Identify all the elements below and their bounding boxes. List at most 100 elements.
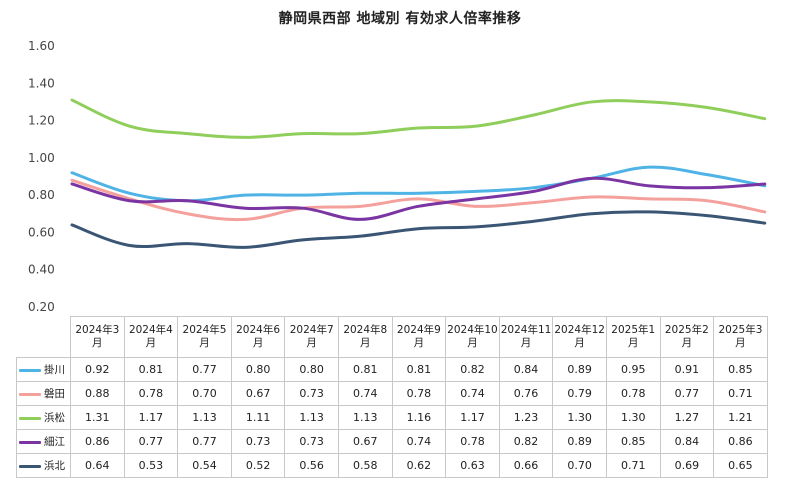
legend-swatch — [19, 440, 41, 444]
series-name: 細江 — [44, 436, 65, 448]
data-value-cell: 0.77 — [659, 381, 715, 406]
table-row: 細江 0.86 0.77 0.77 0.73 0.73 0.67 0.74 0.78 0.82 0.… — [16, 429, 768, 454]
data-value-cell: 0.76 — [498, 381, 554, 406]
series-name: 掛川 — [44, 364, 65, 376]
data-value-cell: 0.91 — [659, 357, 715, 382]
data-value-cell: 0.69 — [659, 453, 715, 478]
data-value-cell: 0.78 — [391, 381, 447, 406]
y-tick-label: 0.80 — [28, 188, 55, 202]
data-value-cell: 0.78 — [605, 381, 661, 406]
data-value-cell: 0.80 — [230, 357, 286, 382]
data-value-cell: 0.56 — [284, 453, 339, 478]
legend-entry: 浜北 — [16, 453, 71, 478]
category-label: 2025年2月 — [659, 316, 715, 358]
y-tick-label: 1.60 — [28, 39, 55, 53]
data-value-cell: 0.53 — [123, 453, 179, 478]
category-label: 2024年10月 — [445, 316, 500, 358]
y-tick-label: 1.40 — [28, 76, 55, 90]
data-value-cell: 0.82 — [445, 357, 500, 382]
data-value-cell: 0.86 — [713, 429, 768, 454]
series-line-3 — [70, 98, 767, 139]
data-value-cell: 0.66 — [498, 453, 554, 478]
data-value-cell: 0.74 — [445, 381, 500, 406]
category-label: 2024年8月 — [337, 316, 393, 358]
y-tick-label: 1.00 — [28, 151, 55, 165]
data-value-cell: 0.84 — [498, 357, 554, 382]
data-value-cell: 0.95 — [605, 357, 661, 382]
data-value-cell: 0.71 — [713, 381, 768, 406]
category-label: 2024年11月 — [498, 316, 554, 358]
data-value-cell: 1.11 — [230, 405, 286, 430]
data-value-cell: 0.65 — [713, 453, 768, 478]
data-value-cell: 1.30 — [552, 405, 607, 430]
data-value-cell: 0.85 — [713, 357, 768, 382]
data-value-cell: 1.27 — [659, 405, 715, 430]
data-value-cell: 1.31 — [70, 405, 125, 430]
legend-entry: 掛川 — [16, 357, 71, 382]
table-row: 浜松 1.31 1.17 1.13 1.11 1.13 1.13 1.16 1.17 1.23 1.… — [16, 405, 768, 430]
legend-swatch — [19, 464, 41, 468]
data-value-cell: 0.81 — [123, 357, 179, 382]
data-value-cell: 1.17 — [123, 405, 179, 430]
data-value-cell: 1.13 — [337, 405, 393, 430]
data-value-cell: 0.73 — [230, 429, 286, 454]
data-value-cell: 0.78 — [123, 381, 179, 406]
table-row: 磐田 0.88 0.78 0.70 0.67 0.73 0.74 0.78 0.74 0.76 0.… — [16, 381, 768, 406]
data-value-cell: 0.92 — [70, 357, 125, 382]
data-value-cell: 0.73 — [284, 381, 339, 406]
table-row: 浜北 0.64 0.53 0.54 0.52 0.56 0.58 0.62 0.63 0.66 0.… — [16, 453, 768, 478]
data-value-cell: 0.63 — [445, 453, 500, 478]
category-label: 2025年3月 — [713, 316, 768, 358]
data-value-cell: 0.77 — [177, 357, 232, 382]
series-name: 磐田 — [44, 388, 65, 400]
data-value-cell: 1.16 — [391, 405, 447, 430]
data-value-cell: 0.85 — [605, 429, 661, 454]
legend-swatch — [19, 416, 41, 420]
data-value-cell: 1.13 — [177, 405, 232, 430]
y-tick-label: 0.60 — [28, 225, 55, 239]
data-value-cell: 0.67 — [337, 429, 393, 454]
data-value-cell: 0.89 — [552, 357, 607, 382]
legend-swatch — [19, 392, 41, 396]
data-value-cell: 0.77 — [123, 429, 179, 454]
category-label: 2024年12月 — [552, 316, 607, 358]
table-header-row: 2024年3月 2024年4月 2024年5月 2024年6月 2024年7月 2024年… — [16, 316, 768, 358]
category-label: 2024年9月 — [391, 316, 447, 358]
data-value-cell: 0.52 — [230, 453, 286, 478]
line-chart: 1.60 1.40 1.20 1.00 0.80 0.60 0.40 0.20 — [28, 39, 767, 314]
category-label: 2024年4月 — [123, 316, 179, 358]
data-value-cell: 0.78 — [445, 429, 500, 454]
table-row: 掛川 0.92 0.81 0.77 0.80 0.80 0.81 0.81 0.82 0.84 0.… — [16, 357, 768, 382]
legend-entry: 浜松 — [16, 405, 71, 430]
data-value-cell: 0.58 — [337, 453, 393, 478]
legend-entry: 磐田 — [16, 381, 71, 406]
category-label: 2025年1月 — [605, 316, 661, 358]
category-label: 2024年3月 — [70, 316, 125, 358]
series-name: 浜松 — [44, 412, 65, 424]
data-value-cell: 0.82 — [498, 429, 554, 454]
data-value-cell: 0.89 — [552, 429, 607, 454]
y-tick-label: 0.20 — [28, 300, 55, 314]
data-value-cell: 0.79 — [552, 381, 607, 406]
chart-title: 静岡県西部 地域別 有効求人倍率推移 — [278, 11, 522, 27]
data-value-cell: 0.54 — [177, 453, 232, 478]
data-value-cell: 0.74 — [391, 429, 447, 454]
data-value-cell: 0.70 — [177, 381, 232, 406]
category-label: 2024年6月 — [230, 316, 286, 358]
data-value-cell: 0.67 — [230, 381, 286, 406]
data-value-cell: 0.84 — [659, 429, 715, 454]
data-value-cell: 0.73 — [284, 429, 339, 454]
series-line-5 — [70, 210, 767, 249]
data-value-cell: 0.81 — [391, 357, 447, 382]
data-value-cell: 1.30 — [605, 405, 661, 430]
data-table: 2024年3月 2024年4月 2024年5月 2024年6月 2024年7月 2024年… — [16, 316, 768, 478]
legend-swatch — [19, 368, 41, 372]
series-line-1 — [70, 165, 767, 203]
data-value-cell: 0.62 — [391, 453, 447, 478]
category-label: 2024年5月 — [177, 316, 232, 358]
data-value-cell: 1.13 — [284, 405, 339, 430]
y-tick-label: 0.40 — [28, 263, 55, 277]
data-value-cell: 0.81 — [337, 357, 393, 382]
data-value-cell: 0.80 — [284, 357, 339, 382]
data-value-cell: 1.21 — [713, 405, 768, 430]
